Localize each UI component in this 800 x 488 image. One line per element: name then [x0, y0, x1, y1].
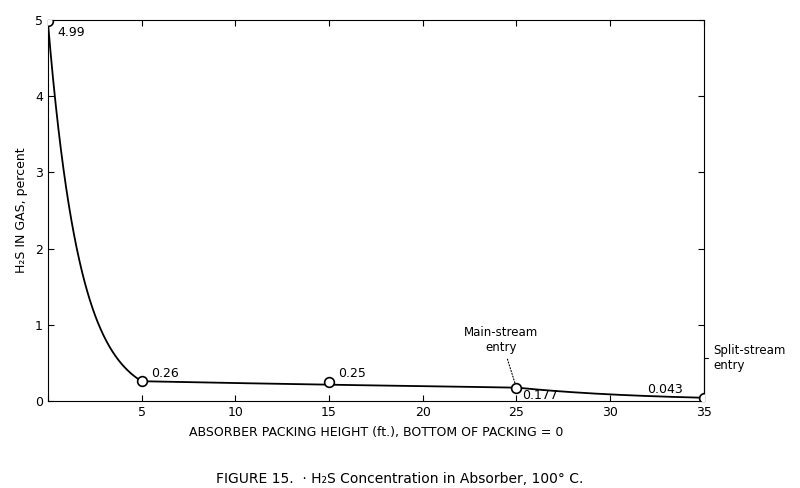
Text: FIGURE 15.  · H₂S Concentration in Absorber, 100° C.: FIGURE 15. · H₂S Concentration in Absorb… — [216, 472, 584, 486]
Text: 4.99: 4.99 — [57, 26, 85, 39]
X-axis label: ABSORBER PACKING HEIGHT (ft.), BOTTOM OF PACKING = 0: ABSORBER PACKING HEIGHT (ft.), BOTTOM OF… — [189, 426, 563, 439]
Text: Split-stream
entry: Split-stream entry — [704, 344, 786, 395]
Text: Main-stream
entry: Main-stream entry — [464, 326, 538, 385]
Text: 0.177: 0.177 — [522, 389, 558, 402]
Text: 0.26: 0.26 — [151, 366, 178, 380]
Text: 0.25: 0.25 — [338, 367, 366, 381]
Text: 0.043: 0.043 — [647, 383, 683, 396]
Y-axis label: H₂S IN GAS, percent: H₂S IN GAS, percent — [15, 148, 28, 273]
